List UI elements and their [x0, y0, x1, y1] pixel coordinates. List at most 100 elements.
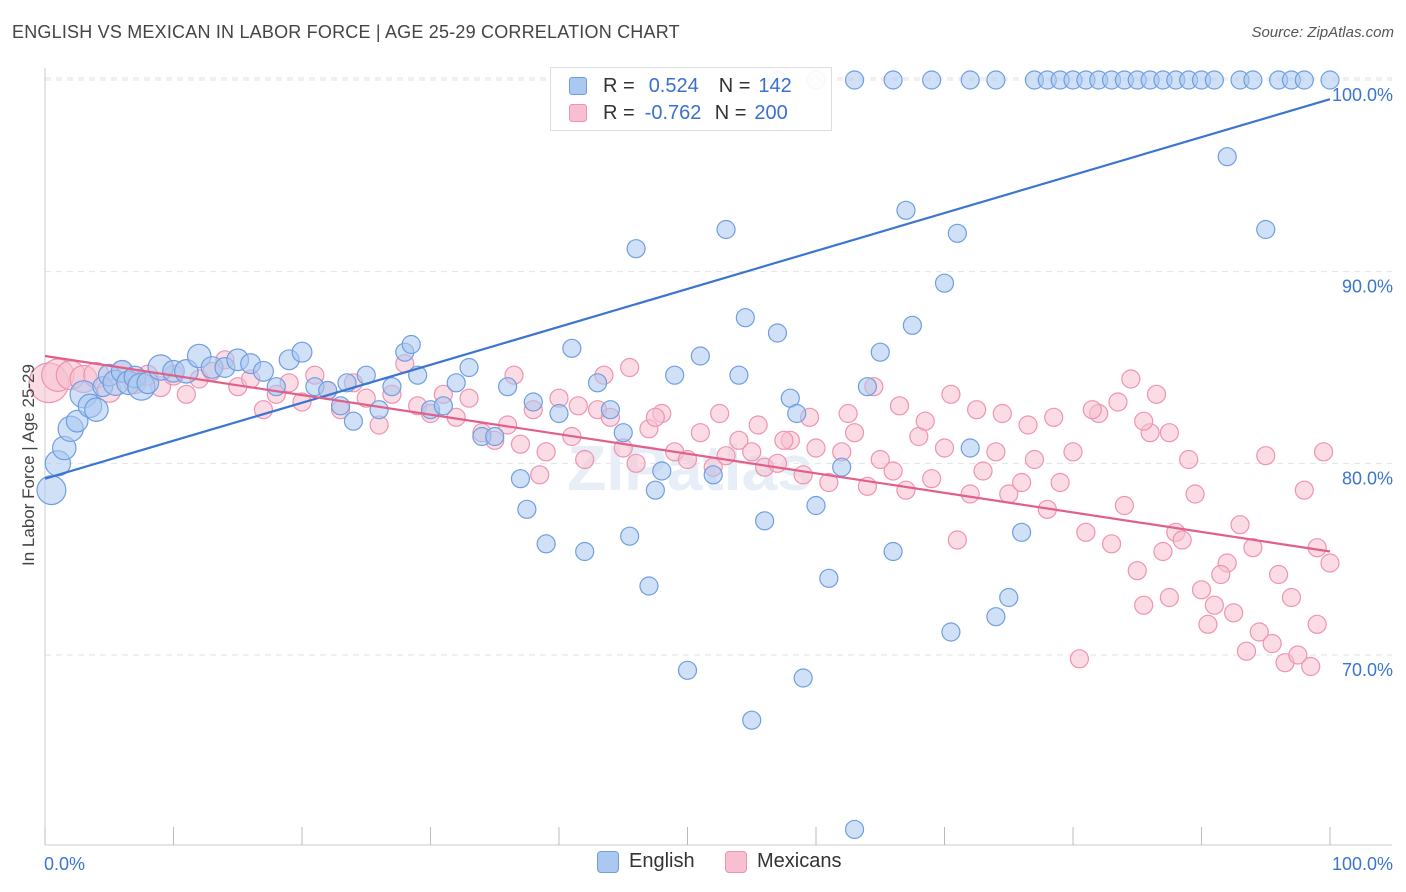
- mexicans-points: [28, 350, 1340, 677]
- mexicans-point: [1018, 415, 1038, 435]
- mexicans-point: [1050, 472, 1070, 493]
- r-label: R =: [603, 101, 635, 124]
- english-point: [870, 342, 890, 362]
- english-point: [806, 495, 826, 516]
- mexicans-point: [1172, 530, 1192, 550]
- mexicans-point: [1320, 553, 1340, 573]
- r-label: R =: [603, 74, 635, 97]
- mexicans-point: [992, 403, 1012, 424]
- mexicans-point: [960, 484, 980, 504]
- english-point: [536, 534, 556, 554]
- mexicans-point: [356, 388, 376, 408]
- english-point: [934, 273, 955, 293]
- trend-lines: [44, 98, 1331, 553]
- english-point: [549, 403, 569, 424]
- mexicans-point: [1114, 495, 1135, 516]
- english-trend-line: [44, 98, 1331, 480]
- mexicans-point: [1262, 633, 1282, 654]
- english-point: [1011, 522, 1032, 542]
- mexicans-point: [1294, 480, 1314, 500]
- english-point: [665, 365, 685, 385]
- english-point: [735, 308, 755, 328]
- english-point: [291, 341, 313, 363]
- mexicans-point: [510, 434, 531, 454]
- english-point: [960, 70, 980, 90]
- mexicans-point: [1288, 645, 1308, 665]
- mexicans-point: [1121, 369, 1141, 389]
- mexicans-point: [922, 469, 942, 489]
- mexicans-point: [459, 388, 479, 408]
- english-point: [677, 660, 698, 680]
- mexicans-point: [1224, 603, 1244, 623]
- mexicans-point: [1101, 534, 1122, 554]
- mexicans-point: [967, 400, 987, 420]
- english-point: [575, 541, 595, 562]
- english-point: [787, 403, 807, 424]
- mexicans-point: [1236, 641, 1257, 661]
- mexicans-point: [986, 442, 1006, 462]
- mexicans-point: [620, 357, 640, 378]
- english-point: [498, 377, 518, 397]
- english-point: [620, 526, 640, 546]
- english-point: [857, 377, 878, 397]
- english-swatch: [569, 77, 587, 95]
- english-point: [382, 377, 402, 397]
- english-point: [1217, 147, 1237, 167]
- r-value-mexicans: -0.762: [644, 101, 702, 124]
- x-tick-label: 0.0%: [44, 854, 85, 874]
- legend-item-mexicans[interactable]: Mexicans: [725, 850, 841, 873]
- source-label: Source: ZipAtlas.com: [1251, 24, 1394, 41]
- legend-item-english[interactable]: English: [597, 850, 695, 873]
- english-point: [844, 819, 865, 840]
- mexicans-point: [1134, 411, 1154, 431]
- mexicans-point: [626, 453, 646, 473]
- y-tick-label: 70.0%: [1342, 660, 1393, 680]
- mexicans-point: [844, 423, 865, 443]
- n-label: N =: [714, 101, 747, 124]
- english-point: [343, 411, 363, 431]
- mexicans-point: [1185, 484, 1205, 504]
- y-tick-label: 90.0%: [1342, 277, 1393, 297]
- english-point: [844, 70, 865, 90]
- mexicans-point: [870, 449, 890, 470]
- mexicans-point: [575, 449, 595, 470]
- english-point: [523, 392, 543, 412]
- english-point: [639, 576, 659, 596]
- mexicans-point: [889, 396, 910, 416]
- english-point: [36, 475, 67, 506]
- correlation-legend: R = 0.524 N = 142 R = -0.762 N = 200: [550, 67, 832, 131]
- mexicans-point: [973, 461, 993, 481]
- english-point: [793, 668, 813, 688]
- mexicans-point: [1069, 649, 1090, 669]
- mexicans-point: [690, 423, 710, 443]
- mexicans-point: [1179, 449, 1199, 470]
- english-point: [947, 223, 967, 243]
- mexicans-point: [1076, 522, 1096, 542]
- mexicans-point: [1198, 614, 1218, 634]
- legend-row-mexicans: R = -0.762 N = 200: [569, 100, 788, 126]
- mexicans-point: [1249, 622, 1269, 642]
- english-point: [986, 70, 1006, 90]
- english-point: [645, 480, 665, 500]
- mexicans-point: [536, 442, 556, 462]
- english-point: [1294, 70, 1314, 90]
- series-legend: English Mexicans: [0, 850, 1406, 880]
- mexicans-point: [253, 400, 274, 420]
- english-point: [1256, 219, 1276, 240]
- mexicans-point: [645, 407, 665, 427]
- english-point: [84, 397, 109, 422]
- mexicans-point: [1230, 515, 1250, 535]
- y-tick-label: 100.0%: [1332, 85, 1393, 105]
- mexicans-point: [793, 465, 813, 485]
- english-point: [690, 346, 710, 366]
- mexicans-point: [1011, 472, 1032, 493]
- mexicans-point: [716, 446, 736, 466]
- english-point: [819, 568, 839, 588]
- english-point: [587, 373, 608, 393]
- mexicans-point: [838, 403, 858, 424]
- chart-title: ENGLISH VS MEXICAN IN LABOR FORCE | AGE …: [12, 22, 680, 42]
- mexicans-point: [1204, 595, 1224, 615]
- english-point: [883, 70, 903, 90]
- english-point: [652, 461, 672, 481]
